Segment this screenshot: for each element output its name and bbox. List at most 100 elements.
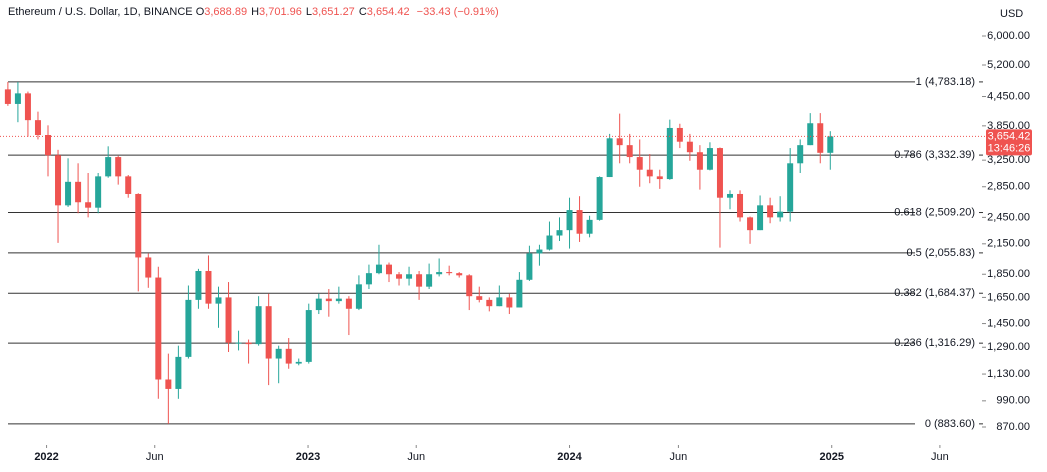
candle-body — [737, 193, 744, 218]
candle-body — [406, 274, 413, 279]
x-tick-label: 2022 — [34, 451, 58, 463]
candle-body — [496, 297, 503, 307]
x-tick-label: 2023 — [296, 451, 320, 463]
y-tick-label: 870.00 — [996, 421, 1030, 433]
candle-body — [476, 296, 483, 300]
candle-body — [486, 299, 493, 307]
candle-body — [165, 379, 172, 389]
x-tick-label: Jun — [407, 451, 425, 463]
y-tick-label: 990.00 — [996, 395, 1030, 407]
candle-body — [24, 93, 31, 121]
candle-body — [636, 157, 643, 170]
ohlc-value: 3,651.27 — [311, 6, 355, 18]
candle-body — [205, 270, 212, 304]
symbol-title: Ethereum / U.S. Dollar, 1D, BINANCE — [8, 6, 193, 18]
candle-body — [125, 176, 132, 194]
candle-body — [626, 145, 633, 158]
candle-body — [666, 127, 673, 180]
y-tick-label: 1,650.00 — [987, 291, 1030, 303]
y-tick-label: 3,850.00 — [987, 120, 1030, 132]
candle-body — [396, 274, 403, 279]
candle-body — [416, 274, 423, 287]
ohlc-key: H — [251, 6, 260, 18]
candle-body — [265, 306, 272, 359]
candle-body — [426, 274, 433, 287]
candle-body — [446, 272, 453, 274]
last-price-box — [986, 129, 1032, 156]
candle-body — [706, 148, 713, 170]
candle-body — [556, 230, 563, 236]
candle-body — [616, 138, 623, 146]
candle-body — [586, 219, 593, 234]
candle-body — [315, 298, 322, 311]
fib-label: 0.618 (2,509.20) — [894, 206, 975, 218]
candle-body — [325, 298, 332, 302]
candle-body — [44, 134, 51, 156]
candle-body — [225, 297, 232, 343]
candle-body — [235, 342, 242, 344]
candle-body — [777, 211, 784, 218]
candle-body — [185, 299, 192, 357]
fib-label: 0 (883.60) — [925, 418, 975, 430]
candle-body — [807, 123, 814, 146]
candle-body — [787, 163, 794, 212]
candle-body — [75, 181, 82, 203]
y-tick-label: 2,150.00 — [987, 238, 1030, 250]
x-tick-label: Jun — [670, 451, 688, 463]
candle-body — [646, 169, 653, 177]
candle-body — [385, 264, 392, 275]
candle-body — [345, 298, 352, 309]
header: Ethereum / U.S. Dollar, 1D, BINANCE O3,6… — [8, 6, 503, 18]
candle-body — [215, 297, 222, 304]
candle-body — [145, 257, 152, 278]
y-tick-label: 6,000.00 — [987, 30, 1030, 42]
ohlc: O3,688.89 H3,701.96 L3,651.27 C3,654.42 — [196, 6, 414, 18]
y-tick-label: 1,850.00 — [987, 268, 1030, 280]
candle-body — [55, 155, 62, 206]
candle-body — [656, 176, 663, 180]
candle-body — [245, 342, 252, 345]
candle-body — [105, 157, 112, 177]
candle-body — [275, 348, 282, 359]
candle-body — [676, 127, 683, 142]
fib-label: 0.5 (2,055.83) — [907, 247, 976, 259]
candle-body — [155, 277, 162, 380]
candle-body — [135, 193, 142, 258]
candle-body — [827, 136, 834, 153]
candle-body — [436, 272, 443, 275]
candle-body — [596, 177, 603, 220]
x-tick-label: Jun — [146, 451, 164, 463]
candle-body — [696, 152, 703, 170]
x-tick-label: 2025 — [819, 451, 843, 463]
candle-body — [726, 193, 733, 198]
ohlc-key: O — [195, 6, 205, 18]
candle-body — [456, 273, 463, 276]
candle-body — [566, 210, 573, 231]
candle-body — [817, 123, 824, 153]
candle-body — [536, 249, 543, 254]
countdown: 13:46:26 — [988, 142, 1031, 154]
ohlc-key: L — [305, 6, 312, 18]
candle-body — [506, 297, 513, 308]
y-tick-label: 1,130.00 — [987, 368, 1030, 380]
y-tick-label: 3,250.00 — [987, 154, 1030, 166]
last-price-label: 3,654.42 — [988, 130, 1031, 142]
candle-body — [355, 284, 362, 309]
candle-body — [757, 205, 764, 231]
x-tick-label: 2024 — [557, 451, 582, 463]
candle-body — [576, 210, 583, 234]
candle-body — [4, 89, 11, 104]
candle-body — [526, 253, 533, 280]
fib-label: 1 (4,783.18) — [916, 76, 975, 88]
y-tick-label: 2,450.00 — [987, 211, 1030, 223]
ohlc-key: C — [358, 6, 367, 18]
candle-body — [255, 306, 262, 345]
candle-body — [34, 120, 41, 135]
fib-label: 0.236 (1,316.29) — [894, 337, 975, 349]
ohlc-value: 3,688.89 — [204, 6, 248, 18]
candle-body — [285, 348, 292, 364]
candle-body — [175, 356, 182, 389]
fib-label: 0.382 (1,684.37) — [894, 287, 975, 299]
